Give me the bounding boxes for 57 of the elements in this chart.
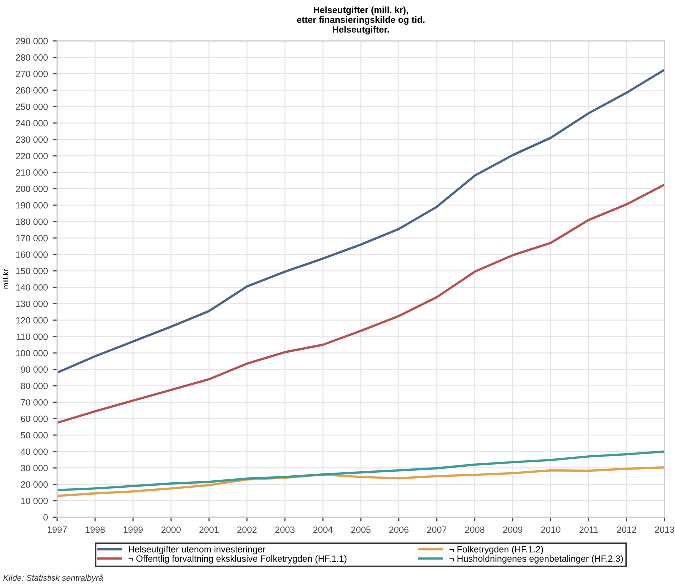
legend-label: ¬ Husholdningenes egenbetalinger (HF.2.3) [450, 555, 624, 564]
line-series [57, 466, 665, 498]
line-series [57, 450, 665, 492]
text: Kilde: Statistisk sentralbyrå [4, 574, 104, 583]
x-tick-label: 2005 [352, 526, 371, 534]
chart-title: Helseutgifter (mill. kr), etter finansieringskilde og tid. Helseutgifter. [297, 6, 425, 35]
y-tick-label: 200 000 [16, 186, 48, 192]
x-tick-label: 2007 [427, 526, 447, 534]
legend-label: ¬ Offentlig forvaltning eksklusive Folketrygden (HF.1.1) [128, 555, 347, 564]
y-tick-label: 190 000 [16, 202, 48, 209]
y-tick-label: 120 000 [16, 317, 48, 324]
y-tick-label: 70 000 [21, 399, 48, 406]
x-tick-label: 2004 [314, 526, 333, 534]
y-tick-label: 270 000 [16, 70, 48, 78]
y-tick-label: 290 000 [16, 38, 48, 45]
y-tick-label: 180 000 [16, 218, 48, 226]
x-tick-label: 2006 [390, 526, 409, 534]
y-tick-label: 150 000 [16, 268, 48, 274]
x-tick-label: 2009 [503, 526, 523, 534]
x-tick-label: 2012 [617, 526, 636, 534]
legend-label: ¬ Folketrygden (HF.1.2) [450, 546, 544, 555]
y-tick-label: 140 000 [16, 284, 48, 291]
y-tick-label: 90 000 [21, 366, 48, 373]
line-series [57, 184, 665, 424]
x-tick-label: 2011 [580, 526, 598, 534]
x-tick-label: 2013 [655, 526, 675, 534]
x-tick-label: 1998 [86, 526, 105, 534]
y-tick-label: 130 000 [16, 300, 48, 308]
x-tick-label: 2001 [200, 526, 219, 534]
x-tick-label: 2002 [238, 526, 257, 534]
y-tick-label: 110 000 [17, 334, 48, 340]
y-tick-label: 230 000 [16, 136, 48, 144]
line-series [57, 68, 665, 374]
y-tick-label: 60 000 [21, 416, 48, 422]
y-tick-label: 20 000 [21, 482, 48, 488]
y-tick-label: 240 000 [16, 120, 48, 127]
x-tick-label: 1999 [124, 526, 143, 534]
y-tick-label: 100 000 [16, 350, 48, 357]
x-tick-label: 2008 [465, 526, 485, 534]
legend-label: Helseutgifter utenom investeringer [129, 546, 266, 555]
x-tick-label: 2003 [276, 526, 295, 534]
y-tick-label: 40 000 [20, 448, 48, 456]
y-tick-label: 170 000 [16, 235, 48, 242]
x-tick-label: 1997 [48, 526, 67, 534]
y-tick-label: 220 000 [16, 153, 48, 160]
y-tick-label: 280 000 [16, 54, 48, 61]
y-tick-label: 250 000 [16, 104, 48, 110]
y-tick-label: 160 000 [16, 252, 48, 258]
x-tick-label: 2000 [162, 526, 181, 534]
y-tick-label: 80 000 [21, 383, 48, 390]
y-tick-label: 260 000 [16, 87, 48, 94]
x-tick-label: 2010 [541, 526, 561, 534]
y-tick-label: 0 [44, 514, 48, 521]
y-tick-label: 30 000 [21, 465, 48, 472]
y-tick-label: 50 000 [21, 432, 48, 439]
y-tick-label: 210 000 [16, 170, 48, 176]
y-tick-label: 10 000 [21, 498, 48, 504]
